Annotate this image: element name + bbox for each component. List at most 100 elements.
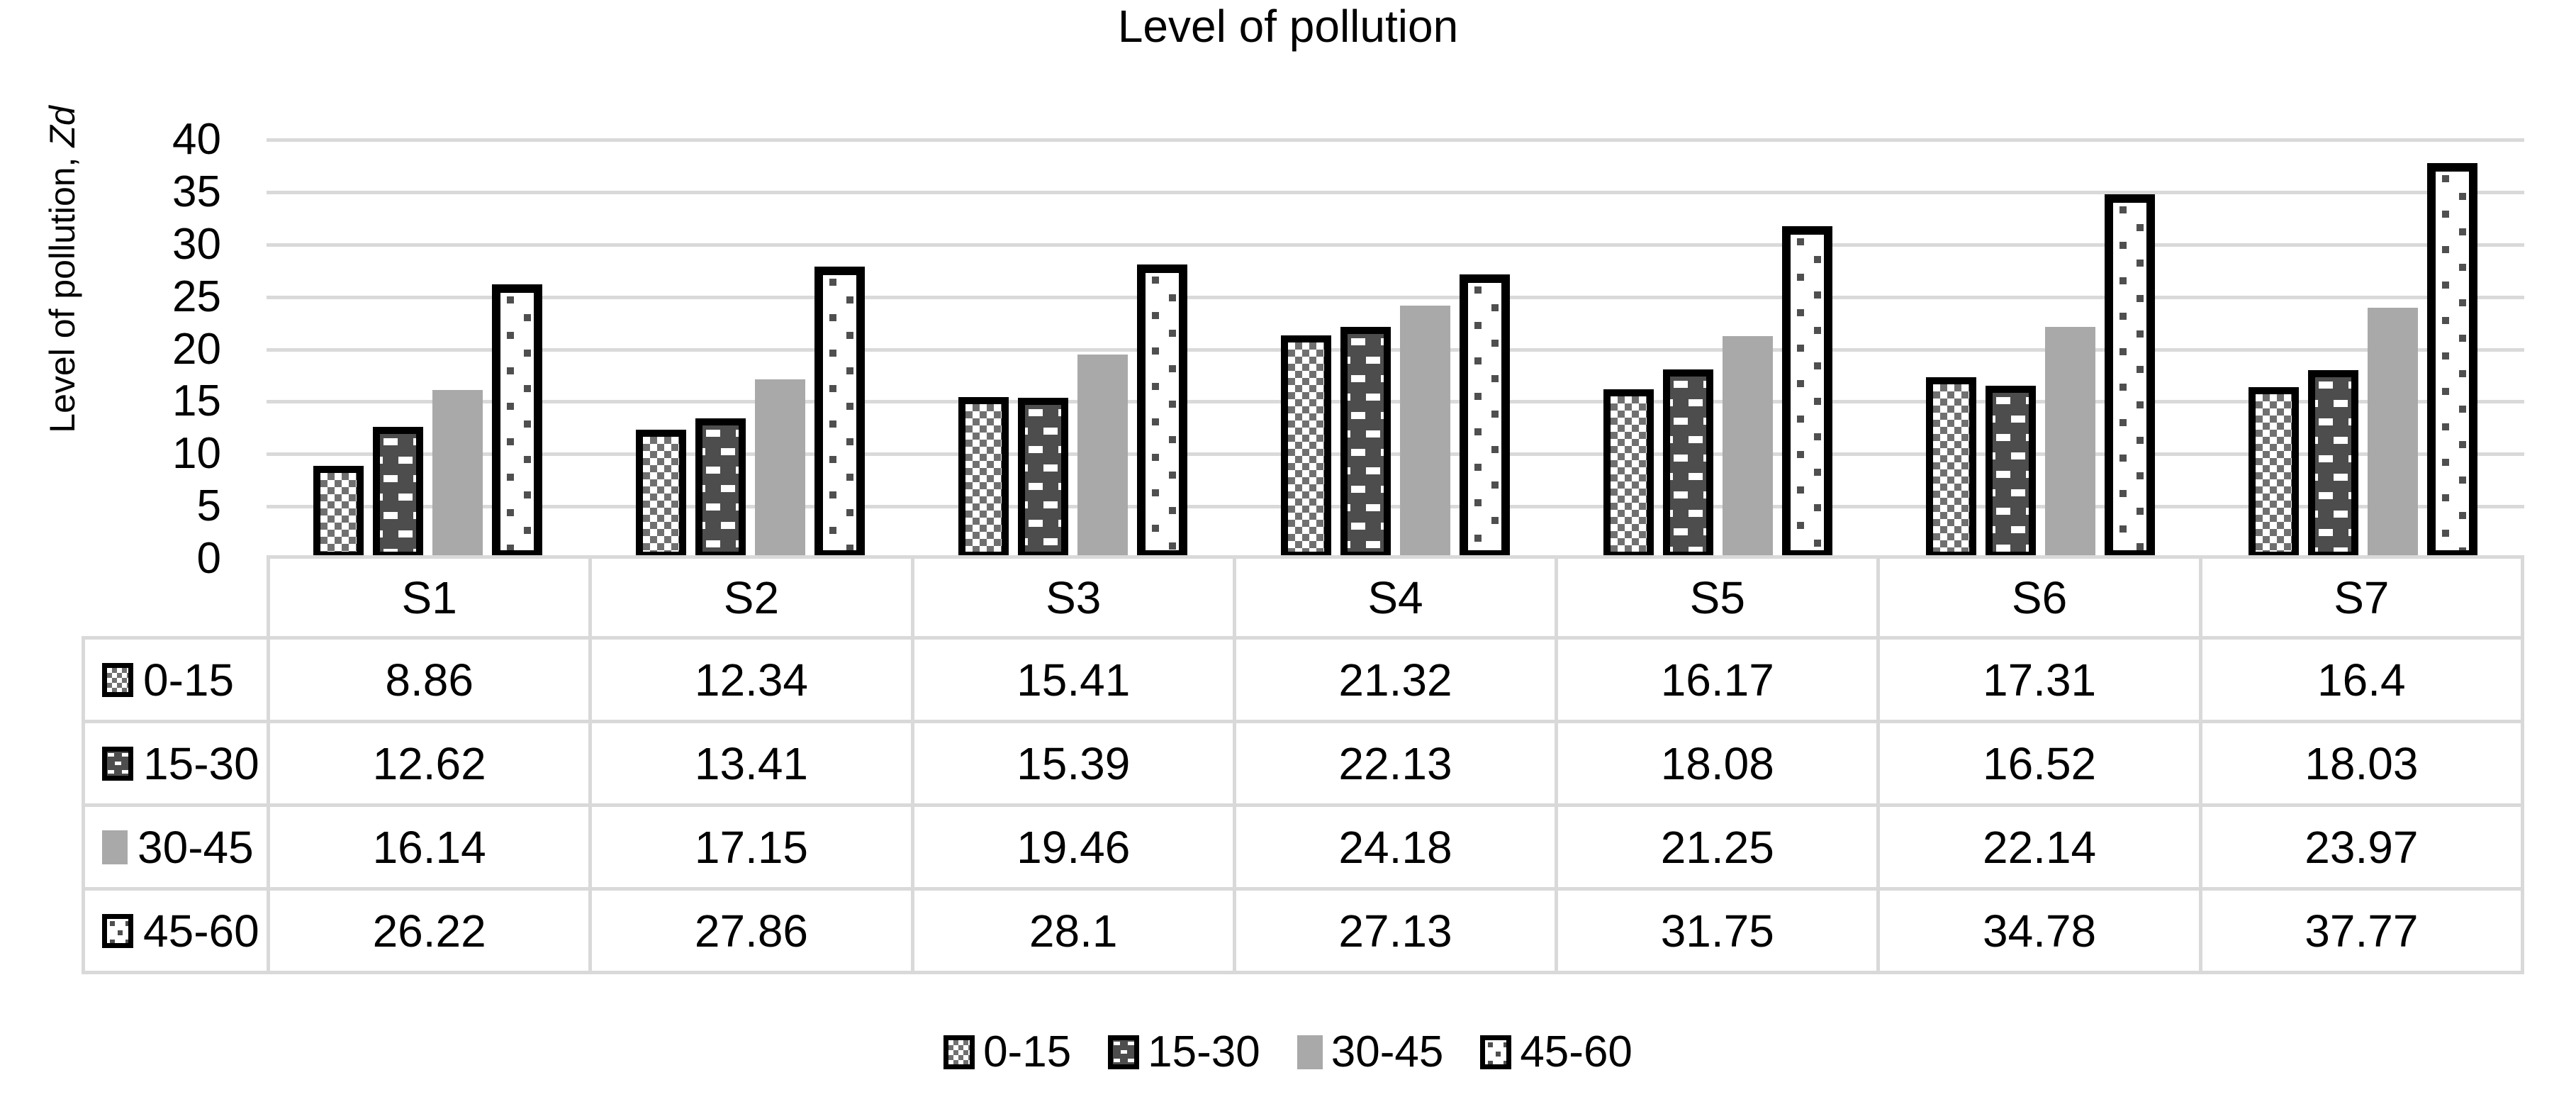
table-cell-15-30-s6: 16.52 <box>1880 723 2202 807</box>
data-table: 0-15 8.86 12.34 15.41 21.32 16.17 17.31 16.4 15-… <box>82 636 2524 974</box>
table-row-30-45: 30-45 16.14 17.15 19.46 24.18 21.25 22.14 23.97 <box>85 807 2524 891</box>
bar-0-15-s4 <box>1281 335 1331 559</box>
row-header-15-30: 15-30 <box>85 723 270 807</box>
row-header-30-45: 30-45 <box>85 807 270 891</box>
table-cell-30-45-s2: 17.15 <box>592 807 914 891</box>
table-cell-15-30-s3: 15.39 <box>914 723 1236 807</box>
plot-area <box>267 138 2524 559</box>
gridline <box>267 505 2524 509</box>
bar-15-30-s2 <box>695 418 746 559</box>
y-tick-label: 10 <box>172 429 221 479</box>
bar-30-45-s7 <box>2368 308 2418 559</box>
y-tick-label: 15 <box>172 377 221 426</box>
bar-45-60-s5 <box>1782 226 1832 559</box>
table-cell-30-45-s7: 23.97 <box>2202 807 2524 891</box>
brick-pattern-swatch <box>102 746 133 781</box>
dot-pattern-swatch <box>102 913 133 948</box>
bar-30-45-s6 <box>2045 327 2095 559</box>
legend: 0-15 15-30 30-45 45-60 <box>0 1027 2576 1077</box>
table-row-45-60: 45-60 26.22 27.86 28.1 27.13 31.75 34.78 37.77 <box>85 891 2524 974</box>
checker-pattern-swatch <box>943 1035 975 1069</box>
table-cell-0-15-s5: 16.17 <box>1558 640 1881 723</box>
table-cell-0-15-s2: 12.34 <box>592 640 914 723</box>
bar-15-30-s5 <box>1663 369 1713 559</box>
table-cell-15-30-s1: 12.62 <box>270 723 593 807</box>
table-cell-30-45-s6: 22.14 <box>1880 807 2202 891</box>
legend-item-45-60: 45-60 <box>1480 1027 1633 1077</box>
brick-pattern-swatch <box>1108 1035 1140 1069</box>
x-category-label-s2: S2 <box>592 559 914 636</box>
bar-30-45-s1 <box>432 390 483 559</box>
bar-0-15-s5 <box>1603 389 1654 559</box>
x-category-label-s5: S5 <box>1558 559 1881 636</box>
y-tick-label: 30 <box>172 219 221 269</box>
table-cell-15-30-s4: 22.13 <box>1236 723 1559 807</box>
y-axis-ticks: 40 35 30 25 20 15 10 5 0 <box>0 118 221 581</box>
table-cell-45-60-s1: 26.22 <box>270 891 593 974</box>
bar-15-30-s7 <box>2308 370 2358 559</box>
table-cell-30-45-s4: 24.18 <box>1236 807 1559 891</box>
bar-0-15-s1 <box>313 466 364 559</box>
legend-label: 30-45 <box>1331 1027 1444 1076</box>
gridline <box>267 138 2524 142</box>
bar-45-60-s4 <box>1460 274 1510 559</box>
table-cell-45-60-s5: 31.75 <box>1558 891 1881 974</box>
gridline <box>267 243 2524 247</box>
gridline <box>267 295 2524 299</box>
gridline <box>267 452 2524 457</box>
bar-15-30-s3 <box>1018 398 1068 559</box>
bar-group-s7 <box>2202 140 2524 559</box>
bar-30-45-s4 <box>1400 306 1450 559</box>
table-row-15-30: 15-30 12.62 13.41 15.39 22.13 18.08 16.52 18.03 <box>85 723 2524 807</box>
bar-group-s5 <box>1557 140 1879 559</box>
table-cell-0-15-s1: 8.86 <box>270 640 593 723</box>
bar-group-s4 <box>1234 140 1557 559</box>
bar-15-30-s6 <box>1986 386 2036 559</box>
legend-label: 15-30 <box>1148 1027 1260 1076</box>
bar-45-60-s2 <box>814 267 865 559</box>
table-cell-0-15-s3: 15.41 <box>914 640 1236 723</box>
row-header-label: 0-15 <box>143 654 235 706</box>
table-cell-30-45-s5: 21.25 <box>1558 807 1881 891</box>
x-category-label-s6: S6 <box>1880 559 2202 636</box>
table-cell-45-60-s2: 27.86 <box>592 891 914 974</box>
table-row-0-15: 0-15 8.86 12.34 15.41 21.32 16.17 17.31 16.4 <box>85 640 2524 723</box>
bar-group-s2 <box>589 140 912 559</box>
legend-item-15-30: 15-30 <box>1108 1027 1260 1077</box>
table-cell-45-60-s4: 27.13 <box>1236 891 1559 974</box>
legend-item-30-45: 30-45 <box>1297 1027 1444 1077</box>
legend-label: 0-15 <box>983 1027 1072 1076</box>
x-category-label-s3: S3 <box>914 559 1236 636</box>
bar-30-45-s3 <box>1077 355 1128 559</box>
y-tick-label: 20 <box>172 324 221 374</box>
x-category-label-s7: S7 <box>2334 572 2390 623</box>
table-cell-30-45-s1: 16.14 <box>270 807 593 891</box>
bar-0-15-s2 <box>636 430 686 559</box>
y-tick-label: 40 <box>172 115 221 164</box>
bar-30-45-s2 <box>755 379 805 559</box>
y-tick-label: 0 <box>196 534 221 583</box>
chart-title: Level of pollution <box>1117 1 1459 52</box>
solid-gray-swatch <box>102 830 128 864</box>
legend-label: 45-60 <box>1520 1027 1633 1076</box>
table-cell-15-30-s7: 18.03 <box>2202 723 2524 807</box>
bar-15-30-s1 <box>373 427 423 559</box>
dot-pattern-swatch <box>1480 1035 1512 1069</box>
y-tick-label: 35 <box>172 167 221 216</box>
row-header-label: 30-45 <box>138 821 254 873</box>
gridline <box>267 400 2524 404</box>
table-cell-30-45-s3: 19.46 <box>914 807 1236 891</box>
bar-0-15-s7 <box>2249 387 2299 559</box>
gridline <box>267 347 2524 352</box>
row-header-label: 45-60 <box>143 905 259 957</box>
checker-pattern-swatch <box>102 662 133 697</box>
x-category-label-s1: S1 <box>270 559 593 636</box>
table-cell-45-60-s6: 34.78 <box>1880 891 2202 974</box>
table-cell-0-15-s4: 21.32 <box>1236 640 1559 723</box>
bar-45-60-s7 <box>2427 163 2477 559</box>
y-tick-label: 5 <box>196 481 221 531</box>
table-cell-0-15-s7: 16.4 <box>2202 640 2524 723</box>
bar-30-45-s5 <box>1723 336 1773 559</box>
bar-45-60-s3 <box>1137 264 1187 559</box>
